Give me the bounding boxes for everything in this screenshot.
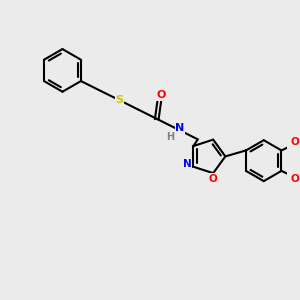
- Text: O: O: [291, 174, 299, 184]
- Text: O: O: [291, 137, 299, 148]
- Text: S: S: [115, 95, 123, 105]
- Text: H: H: [167, 132, 175, 142]
- Text: O: O: [157, 90, 166, 100]
- Text: N: N: [175, 123, 184, 133]
- Text: O: O: [209, 174, 218, 184]
- Text: N: N: [183, 160, 192, 170]
